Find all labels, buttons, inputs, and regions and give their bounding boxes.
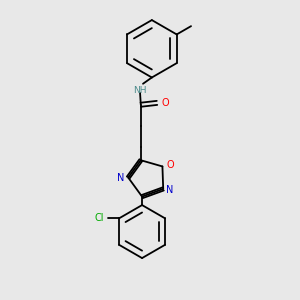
Text: N: N [117, 173, 124, 183]
Text: NH: NH [133, 85, 147, 94]
Text: O: O [161, 98, 169, 108]
Text: O: O [166, 160, 174, 170]
Text: N: N [166, 185, 173, 195]
Text: Cl: Cl [94, 213, 104, 223]
